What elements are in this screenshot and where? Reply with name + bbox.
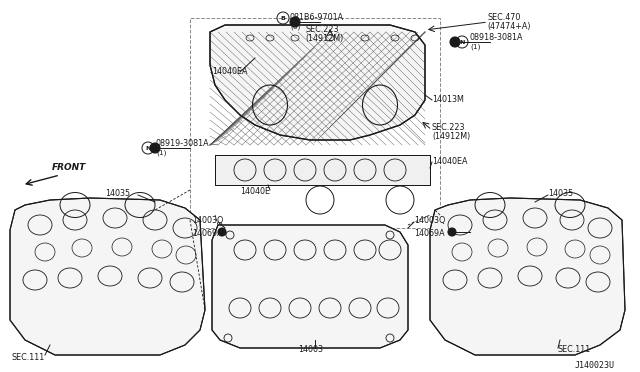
Text: J140023U: J140023U xyxy=(575,360,615,369)
Text: 14069A: 14069A xyxy=(414,228,445,237)
Text: 14013M: 14013M xyxy=(432,96,464,105)
Circle shape xyxy=(448,228,456,236)
Text: N: N xyxy=(460,39,465,45)
Text: SEC.223: SEC.223 xyxy=(305,26,339,35)
Text: 08919-3081A: 08919-3081A xyxy=(156,140,210,148)
Text: 14069A: 14069A xyxy=(192,228,223,237)
Bar xyxy=(190,18,440,228)
Circle shape xyxy=(218,228,226,236)
Text: 14035: 14035 xyxy=(105,189,130,198)
Text: SEC.111: SEC.111 xyxy=(12,353,45,362)
Text: 08918-3081A: 08918-3081A xyxy=(470,33,524,42)
Text: B: B xyxy=(280,16,285,20)
Circle shape xyxy=(290,17,300,27)
Text: (14912M): (14912M) xyxy=(432,132,470,141)
Text: SEC.470: SEC.470 xyxy=(487,13,520,22)
Text: (47474+A): (47474+A) xyxy=(487,22,531,32)
Text: SEC.223: SEC.223 xyxy=(432,124,465,132)
Text: 14040E: 14040E xyxy=(240,187,270,196)
Text: (1): (1) xyxy=(156,150,166,156)
Polygon shape xyxy=(10,198,205,355)
Text: 14003: 14003 xyxy=(298,346,323,355)
Text: (6): (6) xyxy=(290,24,300,30)
Polygon shape xyxy=(215,155,430,185)
Text: 14035: 14035 xyxy=(548,189,573,198)
Text: 14003Q: 14003Q xyxy=(192,215,223,224)
Polygon shape xyxy=(212,225,408,348)
Text: (1): (1) xyxy=(470,44,481,50)
Text: (14912M): (14912M) xyxy=(305,35,343,44)
Circle shape xyxy=(150,143,160,153)
Text: 081B6-9701A: 081B6-9701A xyxy=(290,13,344,22)
Polygon shape xyxy=(210,25,425,140)
Text: 14003Q: 14003Q xyxy=(414,215,445,224)
Text: SEC.111: SEC.111 xyxy=(558,346,591,355)
Circle shape xyxy=(450,37,460,47)
Text: 14040EA: 14040EA xyxy=(432,157,467,167)
Polygon shape xyxy=(430,198,625,355)
Text: N: N xyxy=(145,145,150,151)
Text: 14040EA: 14040EA xyxy=(212,67,248,77)
Text: FRONT: FRONT xyxy=(52,164,86,173)
